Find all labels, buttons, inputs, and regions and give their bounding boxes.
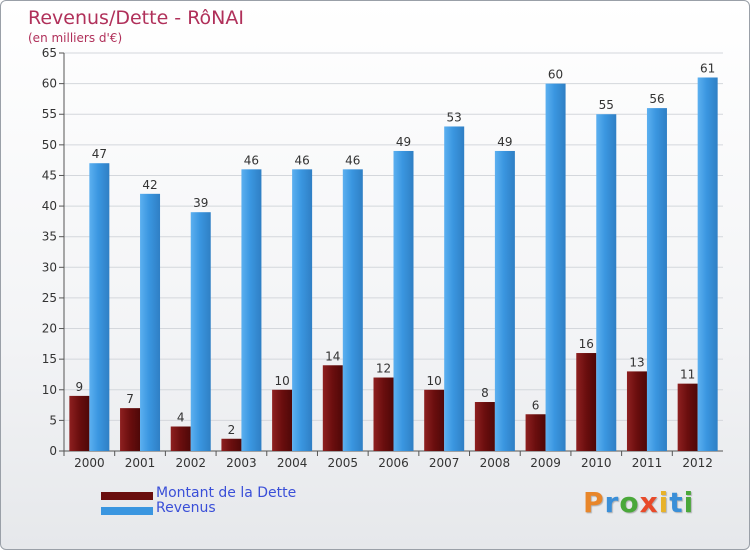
x-tick-label: 2004	[277, 456, 308, 470]
legend-label-dette: Montant de la Dette	[156, 485, 297, 501]
bar-revenus	[190, 212, 211, 451]
data-label-dette: 9	[76, 380, 84, 394]
bar-revenus	[697, 77, 718, 451]
data-label-dette: 10	[427, 374, 442, 388]
y-tick-label: 15	[42, 352, 57, 366]
data-label-dette: 10	[274, 374, 289, 388]
data-label-dette: 13	[629, 355, 644, 369]
logo-letter: P	[583, 486, 605, 519]
y-tick-label: 40	[42, 199, 57, 213]
bar-revenus	[444, 126, 465, 451]
logo-letter: t	[669, 486, 684, 519]
bar-revenus	[646, 108, 667, 451]
logo-letter: r	[604, 486, 620, 519]
y-tick-label: 35	[42, 230, 57, 244]
logo-letter: o	[619, 486, 640, 519]
y-tick-label: 45	[42, 168, 57, 182]
legend-swatch-dette	[101, 492, 153, 500]
x-tick-label: 2010	[581, 456, 612, 470]
bar-dette	[221, 438, 242, 451]
data-label-dette: 7	[126, 392, 134, 406]
legend-swatch-revenus	[101, 507, 153, 515]
y-tick-label: 25	[42, 291, 57, 305]
x-tick-label: 2008	[480, 456, 511, 470]
bar-revenus	[89, 163, 110, 451]
legend-label-revenus: Revenus	[156, 500, 216, 516]
logo-letter: x	[639, 486, 659, 519]
bar-dette	[170, 426, 191, 451]
data-label-revenus: 46	[244, 153, 259, 167]
bar-dette	[626, 371, 647, 451]
chart-title: Revenus/Dette - RôNAI	[28, 7, 244, 29]
data-label-revenus: 56	[649, 92, 664, 106]
proxiti-logo: Proxiti	[583, 486, 694, 519]
y-tick-label: 5	[49, 413, 57, 427]
x-tick-label: 2007	[429, 456, 460, 470]
bar-revenus	[241, 169, 262, 452]
y-tick-label: 30	[42, 260, 57, 274]
y-tick-label: 55	[42, 107, 57, 121]
data-label-revenus: 39	[193, 196, 208, 210]
bar-dette	[322, 365, 343, 451]
x-tick-label: 2009	[530, 456, 561, 470]
data-label-dette: 4	[177, 411, 185, 425]
bar-revenus	[140, 193, 161, 452]
bar-dette	[677, 383, 698, 451]
y-tick-label: 0	[49, 444, 57, 458]
data-label-revenus: 55	[599, 98, 614, 112]
logo-letter: i	[658, 486, 670, 519]
bar-dette	[474, 402, 495, 451]
chart-subtitle: (en milliers d'€)	[28, 31, 123, 45]
bar-dette	[373, 377, 394, 451]
y-tick-label: 65	[42, 46, 57, 60]
data-label-dette: 12	[376, 362, 391, 376]
data-label-revenus: 47	[92, 147, 107, 161]
x-tick-label: 2001	[125, 456, 156, 470]
data-label-dette: 8	[481, 386, 489, 400]
data-label-dette: 16	[579, 337, 594, 351]
x-tick-label: 2006	[378, 456, 409, 470]
y-tick-label: 20	[42, 322, 57, 336]
bar-revenus	[545, 83, 566, 451]
data-label-revenus: 46	[294, 153, 309, 167]
bar-revenus	[494, 150, 515, 451]
data-label-dette: 14	[325, 349, 340, 363]
data-label-revenus: 61	[700, 61, 715, 75]
x-tick-label: 2005	[328, 456, 359, 470]
x-tick-label: 2002	[175, 456, 206, 470]
bar-dette	[120, 408, 141, 451]
data-label-dette: 2	[228, 423, 236, 437]
y-tick-label: 60	[42, 77, 57, 91]
bar-dette	[576, 353, 597, 451]
x-tick-label: 2012	[682, 456, 713, 470]
bar-dette	[525, 414, 546, 451]
bar-dette	[424, 389, 445, 451]
data-label-revenus: 42	[142, 178, 157, 192]
x-tick-label: 2000	[74, 456, 105, 470]
x-tick-label: 2011	[632, 456, 663, 470]
data-label-revenus: 46	[345, 153, 360, 167]
y-tick-label: 50	[42, 138, 57, 152]
bar-dette	[272, 389, 293, 451]
data-label-dette: 6	[532, 398, 540, 412]
x-tick-label: 2003	[226, 456, 257, 470]
y-tick-label: 10	[42, 383, 57, 397]
data-label-revenus: 60	[548, 68, 563, 82]
data-label-dette: 11	[680, 368, 695, 382]
data-label-revenus: 49	[396, 135, 411, 149]
bar-revenus	[342, 169, 363, 452]
data-label-revenus: 49	[497, 135, 512, 149]
bar-revenus	[292, 169, 313, 452]
bar-dette	[69, 395, 90, 451]
logo-letter: i	[683, 486, 695, 519]
data-label-revenus: 53	[447, 110, 462, 124]
bar-revenus	[393, 150, 414, 451]
bar-revenus	[596, 114, 617, 451]
